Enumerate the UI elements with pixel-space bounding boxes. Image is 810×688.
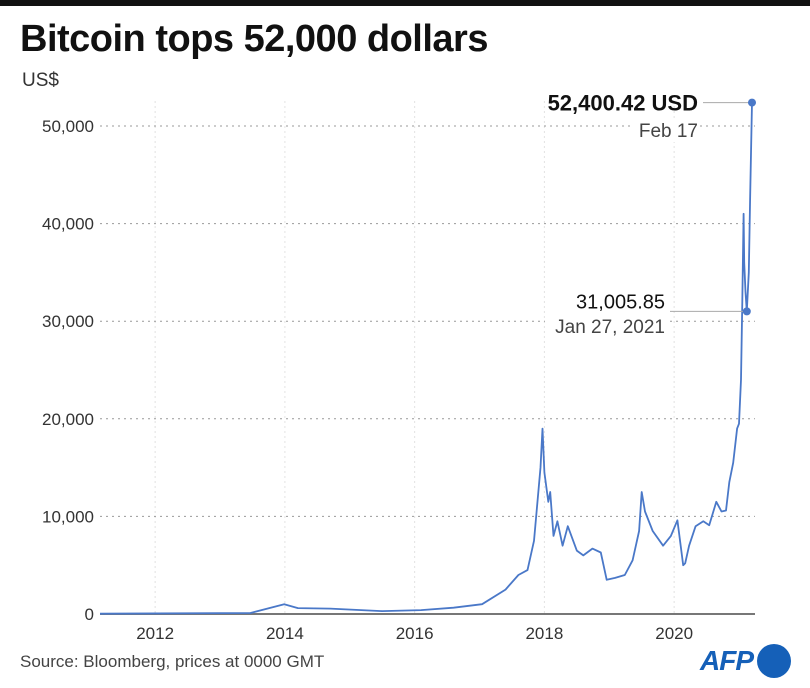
annotation-point: [742, 307, 751, 316]
y-tick-label: 50,000: [42, 117, 94, 136]
annotation-date-label: Feb 17: [639, 121, 698, 142]
price-line: [99, 102, 753, 615]
annotation-date-label: Jan 27, 2021: [555, 317, 665, 338]
annotation-label-bg: [634, 118, 700, 142]
x-tick-label: 2014: [266, 624, 304, 643]
annotation-value-label: 52,400.42 USD: [548, 91, 698, 116]
y-axis-label: US$: [22, 70, 59, 91]
top-bar: [0, 0, 810, 6]
chart-title: Bitcoin tops 52,000 dollars: [20, 18, 488, 60]
x-tick-label: 2018: [525, 624, 563, 643]
x-tick-label: 2016: [396, 624, 434, 643]
afp-logo-text: AFP: [700, 645, 754, 676]
afp-logo-dot: [757, 644, 791, 678]
annotation-value-label: 31,005.85: [576, 291, 665, 313]
annotation-point: [748, 98, 756, 107]
afp-logo: AFP: [700, 644, 791, 678]
y-tick-label: 20,000: [42, 410, 94, 429]
y-tick-label: 10,000: [42, 507, 94, 526]
source-note: Source: Bloomberg, prices at 0000 GMT: [20, 652, 325, 671]
annotation-label-bg: [545, 316, 667, 338]
x-tick-label: 2012: [136, 624, 174, 643]
y-tick-label: 40,000: [42, 215, 94, 234]
y-tick-label: 30,000: [42, 312, 94, 331]
x-tick-label: 2020: [655, 624, 693, 643]
y-tick-label: 0: [85, 605, 94, 624]
